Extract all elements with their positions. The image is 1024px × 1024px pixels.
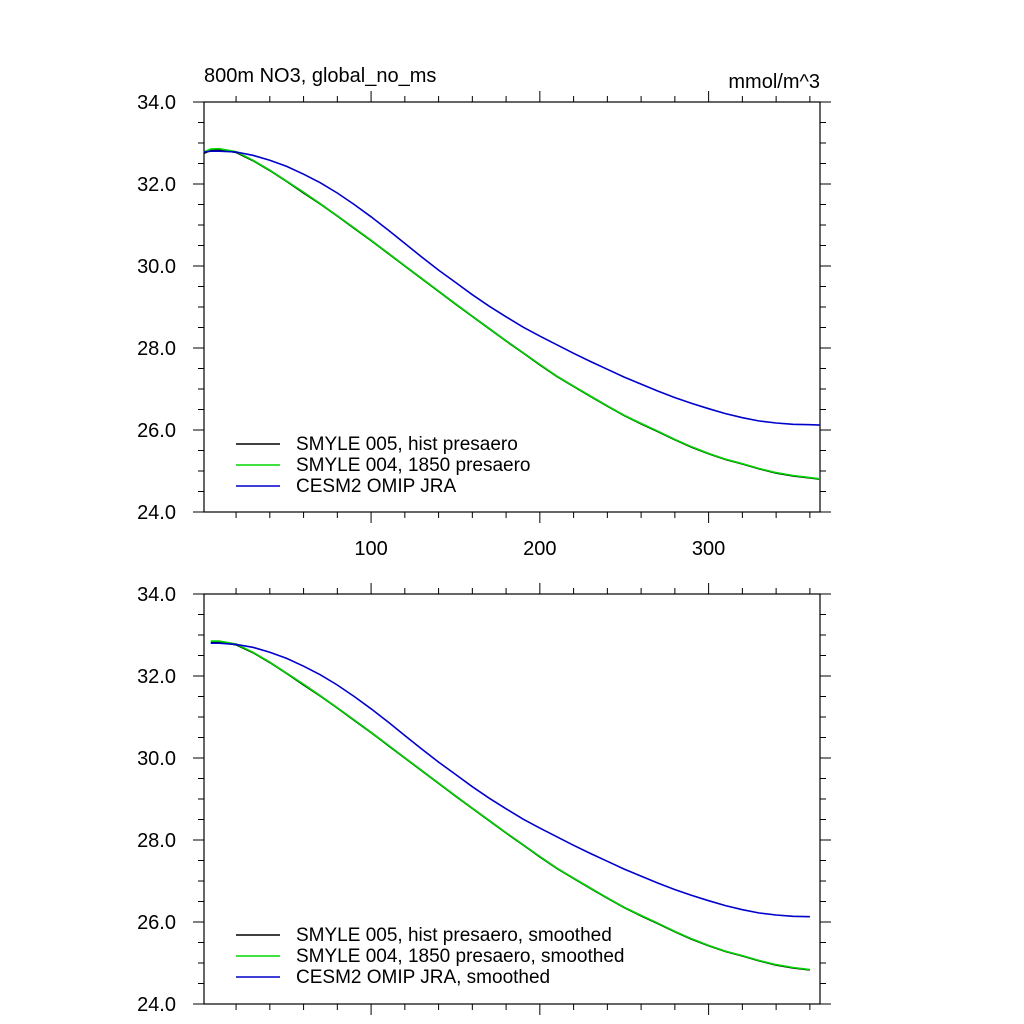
axis-ticks	[193, 583, 831, 1015]
legend-label: CESM2 OMIP JRA	[296, 476, 456, 497]
series-line-smyle-005	[203, 148, 821, 480]
y-tick-label: 24.0	[137, 994, 176, 1016]
x-tick-label: 100	[354, 538, 387, 560]
axis-ticks	[193, 91, 831, 523]
series-line-cesm2-omip-smoothed	[210, 642, 810, 918]
y-tick-label: 28.0	[137, 338, 176, 360]
legend: SMYLE 005, hist presaero SMYLE 004, 1850…	[236, 434, 531, 497]
y-tick-label: 28.0	[137, 830, 176, 852]
y-tick-label: 30.0	[137, 748, 176, 770]
y-tick-label: 34.0	[137, 92, 176, 114]
series-lines	[203, 147, 821, 480]
series-line-smyle-004-smoothed	[210, 640, 810, 971]
x-tick-labels: 100 200 300	[354, 538, 725, 560]
series-line-smyle-004	[203, 147, 821, 480]
y-tick-label: 32.0	[137, 666, 176, 688]
x-tick-label: 300	[692, 538, 725, 560]
legend-label: SMYLE 004, 1850 presaero	[296, 455, 531, 476]
y-tick-label: 32.0	[137, 174, 176, 196]
chart-panel-bottom: 24.0 26.0 28.0 30.0 32.0 34.0 SMYLE 005,…	[137, 583, 831, 1016]
y-tick-label: 26.0	[137, 912, 176, 934]
y-tick-label: 24.0	[137, 502, 176, 524]
units-label: mmol/m^3	[728, 71, 820, 93]
y-tick-label: 30.0	[137, 256, 176, 278]
y-tick-label: 26.0	[137, 420, 176, 442]
y-tick-label: 34.0	[137, 584, 176, 606]
series-lines	[210, 640, 810, 971]
y-tick-labels: 24.0 26.0 28.0 30.0 32.0 34.0	[137, 92, 176, 524]
y-tick-labels: 24.0 26.0 28.0 30.0 32.0 34.0	[137, 584, 176, 1016]
series-line-smyle-005-smoothed	[210, 641, 810, 971]
legend-label: CESM2 OMIP JRA, smoothed	[296, 967, 550, 988]
legend-label: SMYLE 005, hist presaero	[296, 434, 518, 455]
chart-title: 800m NO3, global_no_ms	[204, 65, 436, 87]
legend-label: SMYLE 004, 1850 presaero, smoothed	[296, 946, 624, 967]
legend: SMYLE 005, hist presaero, smoothed SMYLE…	[236, 925, 624, 988]
legend-label: SMYLE 005, hist presaero, smoothed	[296, 925, 612, 946]
series-line-cesm2-omip	[203, 150, 821, 426]
x-tick-label: 200	[523, 538, 556, 560]
chart-panel-top: 800m NO3, global_no_ms mmol/m^3 24.0 26.…	[137, 65, 831, 560]
